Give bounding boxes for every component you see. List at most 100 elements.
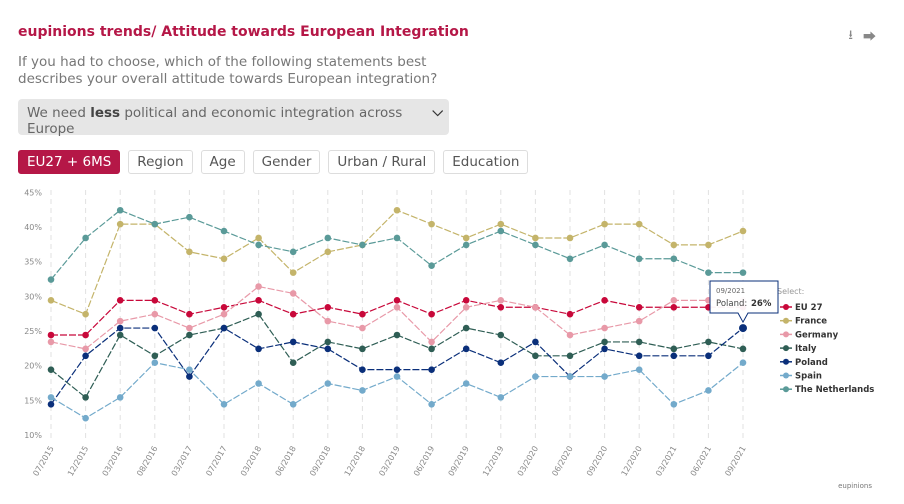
data-point [82,345,89,353]
x-tick-label: 06/2018 [274,445,298,478]
tooltip-label: Poland: [716,299,747,309]
statement-dropdown[interactable]: We need less political and economic inte… [18,99,449,137]
tooltip-date: 09/2021 [716,287,745,295]
data-point [255,234,262,242]
x-tick-label: 06/2021 [689,445,713,478]
data-point [705,241,712,249]
data-point [151,352,159,360]
x-tick-label: 08/2016 [135,445,159,478]
data-point [739,345,747,353]
data-point [151,310,159,318]
legend-item[interactable]: The Netherlands [795,385,874,395]
data-point [566,373,574,380]
download-icon[interactable]: ⭳ [848,28,853,43]
x-tick-label: 07/2017 [204,445,228,478]
data-point [220,401,228,408]
data-point [428,401,435,408]
question-text: If you had to choose, which of the follo… [18,54,438,87]
tab-region[interactable]: Region [128,150,193,174]
data-point [635,303,643,311]
x-tick-label: 09/2018 [308,445,332,478]
data-point [601,338,608,346]
data-point [151,324,159,332]
data-point [220,227,228,235]
data-point [393,234,401,242]
series-poland [47,323,748,408]
legend-marker [783,358,789,365]
series-spain [47,359,747,422]
x-tick-label: 06/2020 [550,445,574,478]
legend-item[interactable]: France [795,317,827,327]
data-point [220,303,228,311]
data-point [186,248,193,256]
data-point [532,234,539,242]
tooltip-value: 26% [751,299,772,309]
y-tick-label: 40% [24,223,42,232]
data-point [255,241,262,249]
tab-urban-rural[interactable]: Urban / Rural [328,150,436,174]
tab-gender[interactable]: Gender [252,150,321,174]
legend-item[interactable]: Germany [795,330,839,340]
data-point [566,234,574,242]
data-point [289,359,297,367]
legend-item[interactable]: Italy [795,344,817,354]
data-point [635,366,643,373]
legend-marker [783,345,789,352]
legend-marker [783,331,789,338]
data-point [324,303,332,311]
series-the-netherlands [47,206,747,283]
data-point [462,380,470,387]
data-point [47,394,55,401]
data-point [324,345,332,353]
data-point [255,310,262,318]
x-tick-label: 12/2018 [343,445,367,478]
data-point [428,345,435,353]
data-point [82,352,89,360]
legend-marker [783,304,789,310]
data-point [601,241,608,249]
share-icon[interactable]: ⮕ [862,30,876,45]
data-point [393,206,401,214]
tooltip: 09/2021 Poland: 26% [709,280,779,324]
data-point [82,234,89,242]
dropdown-text-bold: less [90,105,121,121]
data-point [462,303,470,311]
legend-item[interactable]: Spain [795,372,822,382]
x-tick-label: 03/2021 [654,445,678,478]
legend-item[interactable]: Poland [795,358,828,368]
x-tick-label: 03/2018 [239,445,263,478]
data-point [497,227,505,235]
data-point [289,290,297,297]
dropdown-text-post: political and economic integration acros… [27,105,403,137]
data-point [497,220,505,228]
x-tick-label: 03/2017 [170,445,194,478]
data-point [428,366,435,373]
data-point [670,303,678,311]
x-tick-label: 12/2019 [481,445,505,478]
legend-item[interactable]: EU 27 [795,303,823,313]
data-point [635,220,643,228]
y-tick-label: 35% [24,258,42,267]
legend-title: Select: [777,287,804,296]
data-point [601,373,608,380]
data-point [255,380,262,387]
data-point [566,255,574,263]
footer-credit: eupinions [838,482,872,490]
chevron-down-icon: ⌵ [432,104,443,120]
data-point [82,331,89,339]
data-point [497,394,505,401]
data-point [705,269,712,276]
data-point [116,324,124,332]
data-point [359,387,366,394]
data-point [82,414,89,422]
tab-eu27-6ms[interactable]: EU27 + 6MS [18,150,121,174]
data-point [428,262,435,270]
data-point [47,276,55,283]
tab-age[interactable]: Age [200,150,245,174]
tab-education[interactable]: Education [443,150,529,174]
series-italy [47,310,747,401]
data-point [566,310,574,318]
data-point [324,234,332,242]
data-point [601,297,608,304]
y-tick-label: 10% [24,431,42,440]
